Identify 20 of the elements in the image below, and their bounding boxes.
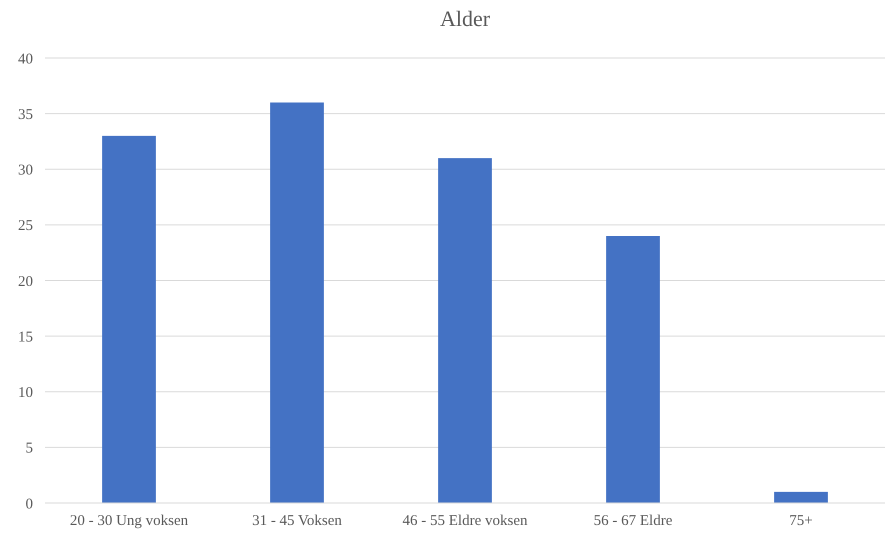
x-tick-label: 75+	[789, 513, 813, 529]
bar	[438, 158, 492, 503]
x-tick-label: 56 - 67 Eldre	[594, 513, 673, 529]
y-tick-label: 10	[18, 385, 33, 401]
chart-title: Alder	[440, 6, 491, 31]
x-tick-label: 31 - 45 Voksen	[252, 513, 342, 529]
bar	[606, 236, 660, 503]
y-tick-label: 35	[18, 106, 33, 123]
x-tick-label: 46 - 55 Eldre voksen	[402, 513, 528, 529]
bar	[774, 492, 828, 503]
bar	[270, 102, 324, 503]
x-tick-label: 20 - 30 Ung voksen	[70, 513, 189, 529]
y-tick-label: 5	[26, 440, 33, 457]
y-tick-label: 15	[18, 329, 33, 346]
bar	[102, 136, 156, 503]
y-tick-label: 25	[18, 218, 33, 234]
y-tick-label: 30	[18, 162, 33, 178]
y-tick-label: 0	[26, 496, 33, 512]
y-tick-label: 20	[18, 274, 33, 290]
y-tick-label: 40	[18, 51, 33, 68]
